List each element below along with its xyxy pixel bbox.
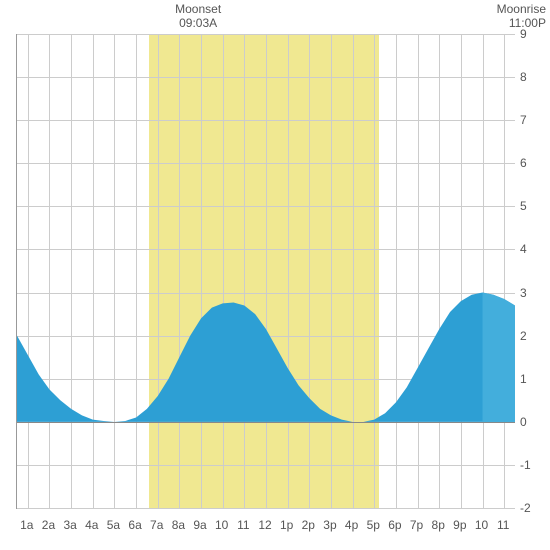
x-tick-label: 2a — [42, 518, 55, 532]
tide-chart: Moonset 09:03A Moonrise 11:00P 1a 2a 3a 4a 5… — [0, 0, 550, 550]
moonset-label: Moonset 09:03A — [175, 2, 221, 31]
moonset-title: Moonset — [175, 2, 221, 16]
y-tick-label: 2 — [520, 329, 527, 343]
x-tick-label: 5a — [107, 518, 120, 532]
x-tick-label: 6p — [388, 518, 401, 532]
tide-fill-light — [483, 293, 515, 422]
y-tick-label: 9 — [520, 27, 527, 41]
moonrise-title: Moonrise — [497, 2, 546, 16]
y-tick-label: -1 — [520, 458, 531, 472]
x-tick-label: 11 — [497, 518, 509, 532]
x-tick-label: 7p — [410, 518, 423, 532]
x-tick-label: 2p — [302, 518, 315, 532]
x-tick-label: 8p — [432, 518, 445, 532]
x-tick-label: 11 — [237, 518, 249, 532]
grid-h — [17, 508, 515, 509]
x-tick-label: 3p — [323, 518, 336, 532]
x-tick-label: 5p — [367, 518, 380, 532]
y-tick-label: 1 — [520, 372, 527, 386]
x-tick-label: 3a — [63, 518, 76, 532]
moonrise-time: 11:00P — [509, 16, 546, 30]
y-tick-label: 5 — [520, 199, 527, 213]
plot-area — [16, 34, 515, 509]
x-tick-label: 8a — [172, 518, 185, 532]
tide-fill — [17, 293, 515, 422]
y-tick-label: 3 — [520, 286, 527, 300]
x-tick-label: 10 — [475, 518, 488, 532]
x-tick-label: 9a — [193, 518, 206, 532]
y-tick-label: 7 — [520, 113, 527, 127]
x-tick-label: 4a — [85, 518, 98, 532]
y-tick-label: 4 — [520, 242, 527, 256]
y-tick-label: -2 — [520, 501, 531, 515]
x-tick-label: 7a — [150, 518, 163, 532]
x-tick-label: 6a — [128, 518, 141, 532]
x-tick-label: 9p — [453, 518, 466, 532]
x-tick-label: 12 — [258, 518, 271, 532]
y-tick-label: 8 — [520, 70, 527, 84]
moonset-time: 09:03A — [179, 16, 217, 30]
x-tick-label: 4p — [345, 518, 358, 532]
x-tick-label: 1a — [20, 518, 33, 532]
tide-area — [17, 34, 515, 508]
y-tick-label: 6 — [520, 156, 527, 170]
x-tick-label: 10 — [215, 518, 228, 532]
y-tick-label: 0 — [520, 415, 527, 429]
x-tick-label: 1p — [280, 518, 293, 532]
